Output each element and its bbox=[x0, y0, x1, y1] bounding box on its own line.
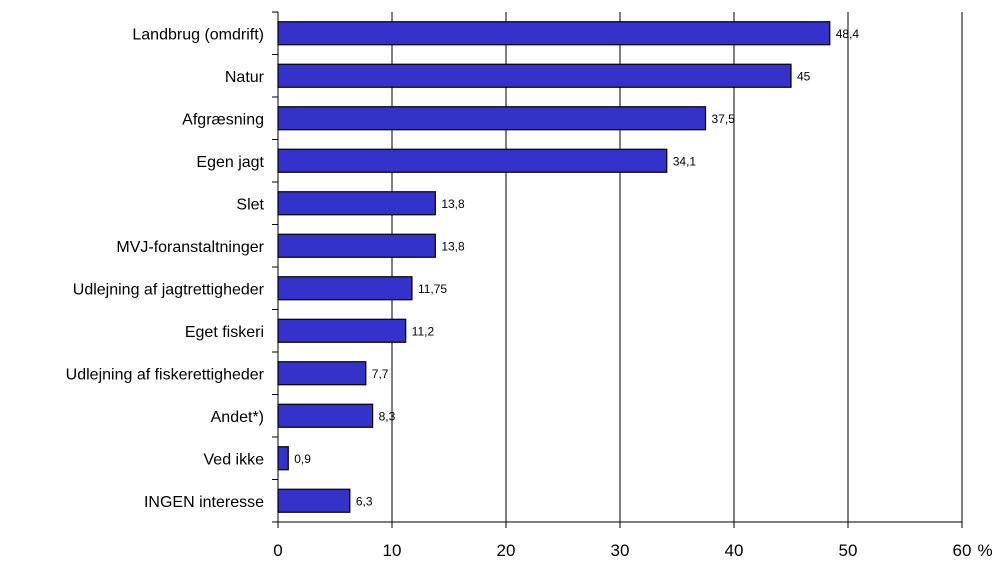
bar bbox=[277, 361, 367, 386]
category-label: MVJ-foranstaltninger bbox=[116, 239, 264, 256]
axes bbox=[272, 11, 963, 528]
category-label: Slet bbox=[236, 196, 264, 213]
category-label: Landbrug (omdrift) bbox=[132, 26, 264, 43]
data-label: 8,3 bbox=[379, 409, 396, 423]
bars bbox=[277, 21, 831, 513]
data-label: 48,4 bbox=[836, 27, 860, 41]
data-label: 37,5 bbox=[712, 112, 736, 126]
category-label: INGEN interesse bbox=[144, 494, 264, 511]
gridlines bbox=[391, 12, 963, 522]
bar bbox=[277, 446, 289, 471]
bar bbox=[277, 318, 407, 343]
bar bbox=[277, 488, 351, 513]
x-tick-label: 30 bbox=[611, 541, 630, 560]
data-labels: 48,4 45 37,5 34,1 13,8 13,8 11,75 11,2 7,7 8,3 0,9… bbox=[294, 27, 859, 509]
bar bbox=[277, 233, 436, 258]
data-label: 13,8 bbox=[441, 239, 465, 253]
category-label: Natur bbox=[225, 69, 265, 86]
x-unit-label: % bbox=[977, 541, 992, 560]
bar bbox=[277, 148, 668, 173]
category-label: Ved ikke bbox=[204, 451, 265, 468]
bar bbox=[277, 21, 831, 46]
category-label: Andet*) bbox=[211, 409, 264, 426]
bar bbox=[277, 191, 436, 216]
x-tick-label: 40 bbox=[725, 541, 744, 560]
bar bbox=[277, 106, 707, 131]
category-labels: Landbrug (omdrift) Natur Afgræsning Egen ja… bbox=[66, 26, 265, 511]
data-label: 6,3 bbox=[356, 494, 373, 508]
category-label: Udlejning af fiskerettigheder bbox=[66, 366, 265, 383]
bar bbox=[277, 63, 792, 88]
bar bbox=[277, 403, 374, 428]
data-label: 0,9 bbox=[294, 452, 311, 466]
data-label: 11,2 bbox=[412, 324, 435, 338]
data-label: 7,7 bbox=[372, 367, 389, 381]
data-label: 11,75 bbox=[418, 282, 447, 296]
category-label: Afgræsning bbox=[182, 111, 264, 128]
x-tick-label: 50 bbox=[839, 541, 858, 560]
x-tick-label: 0 bbox=[273, 541, 282, 560]
category-label: Egen jagt bbox=[196, 154, 264, 171]
category-label: Udlejning af jagtrettigheder bbox=[73, 281, 265, 298]
data-label: 13,8 bbox=[441, 197, 465, 211]
data-label: 34,1 bbox=[673, 154, 697, 168]
x-tick-labels: 0 10 20 30 40 50 60 bbox=[273, 541, 971, 560]
category-label: Eget fiskeri bbox=[185, 324, 264, 341]
data-label: 45 bbox=[797, 69, 811, 83]
bar bbox=[277, 276, 413, 301]
x-tick-label: 10 bbox=[383, 541, 402, 560]
x-tick-label: 60 bbox=[953, 541, 972, 560]
x-tick-label: 20 bbox=[497, 541, 516, 560]
